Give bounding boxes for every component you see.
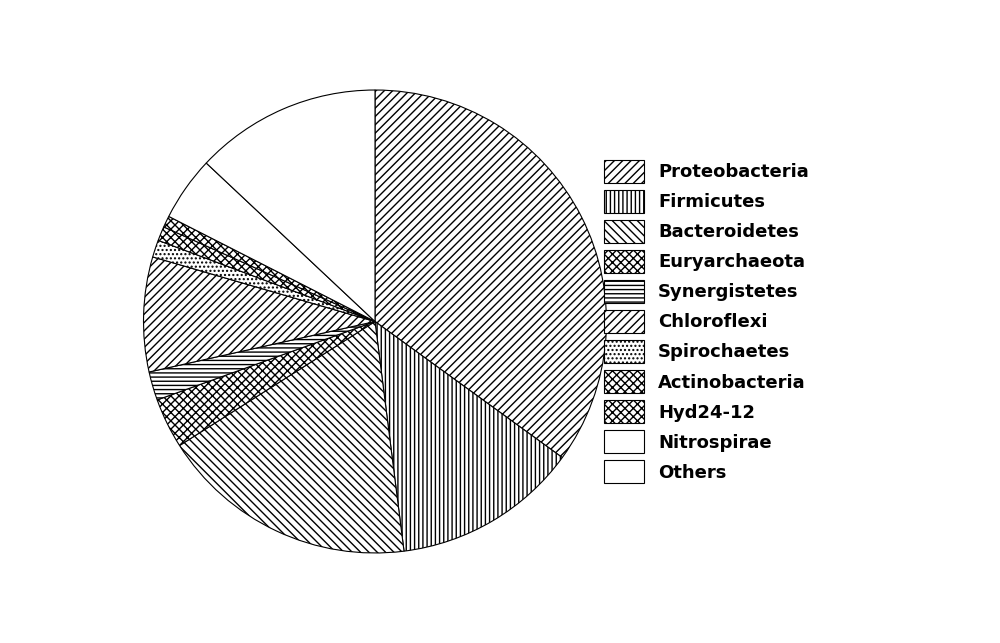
Wedge shape (375, 322, 562, 551)
Wedge shape (149, 322, 375, 400)
Wedge shape (158, 227, 375, 322)
Wedge shape (157, 322, 375, 446)
Legend: Proteobacteria, Firmicutes, Bacteroidetes, Euryarchaeota, Synergistetes, Chlorof: Proteobacteria, Firmicutes, Bacteroidete… (604, 159, 809, 484)
Wedge shape (164, 217, 375, 322)
Wedge shape (375, 90, 606, 458)
Wedge shape (153, 240, 375, 322)
Wedge shape (206, 90, 375, 322)
Wedge shape (144, 257, 375, 372)
Wedge shape (169, 163, 375, 322)
Wedge shape (180, 322, 404, 553)
